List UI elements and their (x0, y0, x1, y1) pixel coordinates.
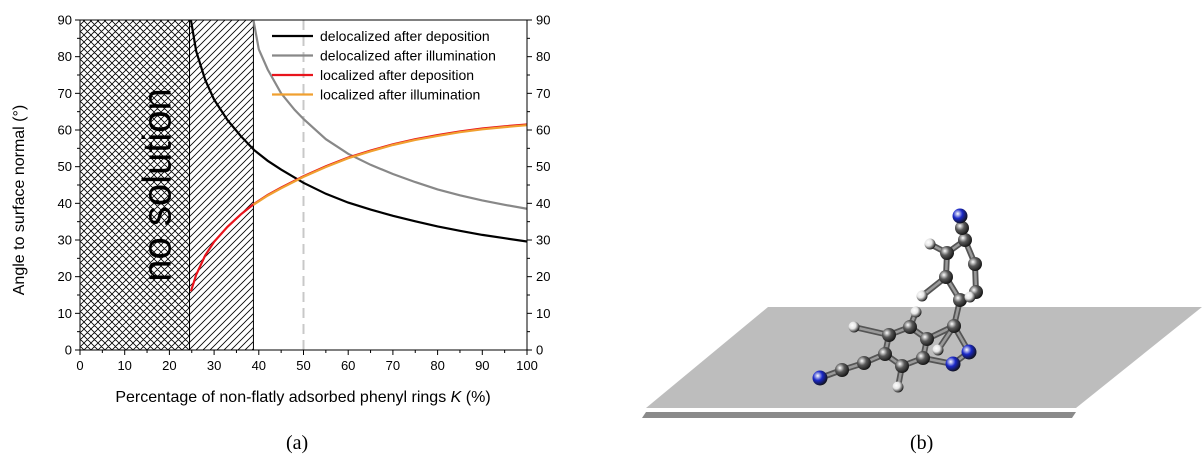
x-tick-label: 60 (341, 358, 355, 373)
hydrogen-atom (924, 238, 936, 250)
x-tick-label: 80 (430, 358, 444, 373)
hydrogen-atom (916, 290, 928, 302)
y-tick-label: 50 (58, 159, 72, 174)
hydrogen-atom (892, 381, 904, 393)
right-y-tick-label: 40 (536, 196, 550, 211)
hydrogen-atom (964, 291, 976, 303)
carbon-atom (955, 221, 969, 235)
x-tick-label: 70 (386, 358, 400, 373)
molecule-on-surface-illustration (642, 208, 1202, 418)
x-tick-label: 30 (207, 358, 221, 373)
carbon-atom (953, 293, 967, 307)
carbon-atom (920, 332, 934, 346)
right-y-tick-label: 70 (536, 86, 550, 101)
carbon-atom (903, 320, 917, 334)
nitrogen-atom (961, 344, 977, 360)
carbon-atom (940, 246, 954, 260)
hydrogen-atom (932, 344, 944, 356)
hydrogen-atom (910, 306, 922, 318)
no-solution-regions (79, 19, 254, 351)
carbon-atom (958, 233, 972, 247)
x-axis-title: Percentage of non-flatly adsorbed phenyl… (115, 389, 490, 406)
angle-vs-percentage-chart: no solution 0 10 20 30 40 50 60 70 80 90 100010203… (11, 13, 551, 407)
y-tick-label: 90 (58, 13, 72, 28)
y-tick-label: 70 (58, 86, 72, 101)
y-axis-title: Angle to surface normal (°) (11, 105, 28, 295)
nitrogen-atom (952, 208, 968, 224)
carbon-atom (968, 257, 982, 271)
carbon-atom (857, 356, 871, 370)
molecule-scene (642, 208, 1202, 418)
x-tick-label: 10 (117, 358, 131, 373)
series-line-1 (189, 20, 527, 243)
series-group (189, 20, 527, 292)
carbon-atom (835, 363, 849, 377)
carbon-atom (916, 351, 930, 365)
carbon-atom (939, 270, 953, 284)
carbon-atom (882, 328, 896, 342)
axis-ticks: 0 10 20 30 40 50 60 70 80 90 100010203040506070809… (58, 13, 551, 374)
legend-label-4: localized after illumination (320, 87, 480, 103)
legend: delocalized after deposition delocalized … (272, 28, 496, 103)
x-tick-label: 100 (516, 358, 538, 373)
right-y-tick-label: 80 (536, 49, 550, 64)
y-tick-label: 80 (58, 49, 72, 64)
series-line-2 (252, 20, 527, 210)
carbon-atom (878, 347, 892, 361)
right-y-tick-label: 90 (536, 13, 550, 28)
legend-label-3: localized after deposition (320, 67, 474, 83)
y-tick-label: 10 (58, 306, 72, 321)
caption-a: (a) (286, 432, 309, 454)
x-tick-label: 20 (162, 358, 176, 373)
no-solution-label: no solution (136, 88, 180, 281)
no-solution-region-2 (189, 19, 254, 351)
carbon-atom (895, 359, 909, 373)
series-line-4 (252, 124, 527, 206)
x-tick-label: 0 (76, 358, 83, 373)
nitrogen-atom (945, 356, 961, 372)
y-tick-label: 0 (65, 343, 72, 358)
y-tick-label: 60 (58, 123, 72, 138)
right-y-tick-label: 30 (536, 233, 550, 248)
right-y-tick-label: 50 (536, 159, 550, 174)
x-tick-label: 90 (475, 358, 489, 373)
y-tick-label: 20 (58, 269, 72, 284)
right-y-tick-label: 60 (536, 123, 550, 138)
nitrogen-atom (812, 370, 828, 386)
y-tick-label: 30 (58, 233, 72, 248)
x-tick-label: 50 (296, 358, 310, 373)
legend-label-2: delocalized after illumination (320, 48, 496, 64)
x-tick-label: 40 (252, 358, 266, 373)
right-y-tick-label: 10 (536, 306, 550, 321)
caption-b: (b) (910, 432, 934, 454)
carbon-atom (947, 319, 961, 333)
right-y-tick-label: 0 (536, 343, 543, 358)
right-y-tick-label: 20 (536, 269, 550, 284)
no-solution-region-1 (79, 19, 191, 351)
legend-label-1: delocalized after deposition (320, 28, 490, 44)
hydrogen-atom (848, 321, 860, 333)
surface-shadow (642, 412, 1076, 418)
y-tick-label: 40 (58, 196, 72, 211)
